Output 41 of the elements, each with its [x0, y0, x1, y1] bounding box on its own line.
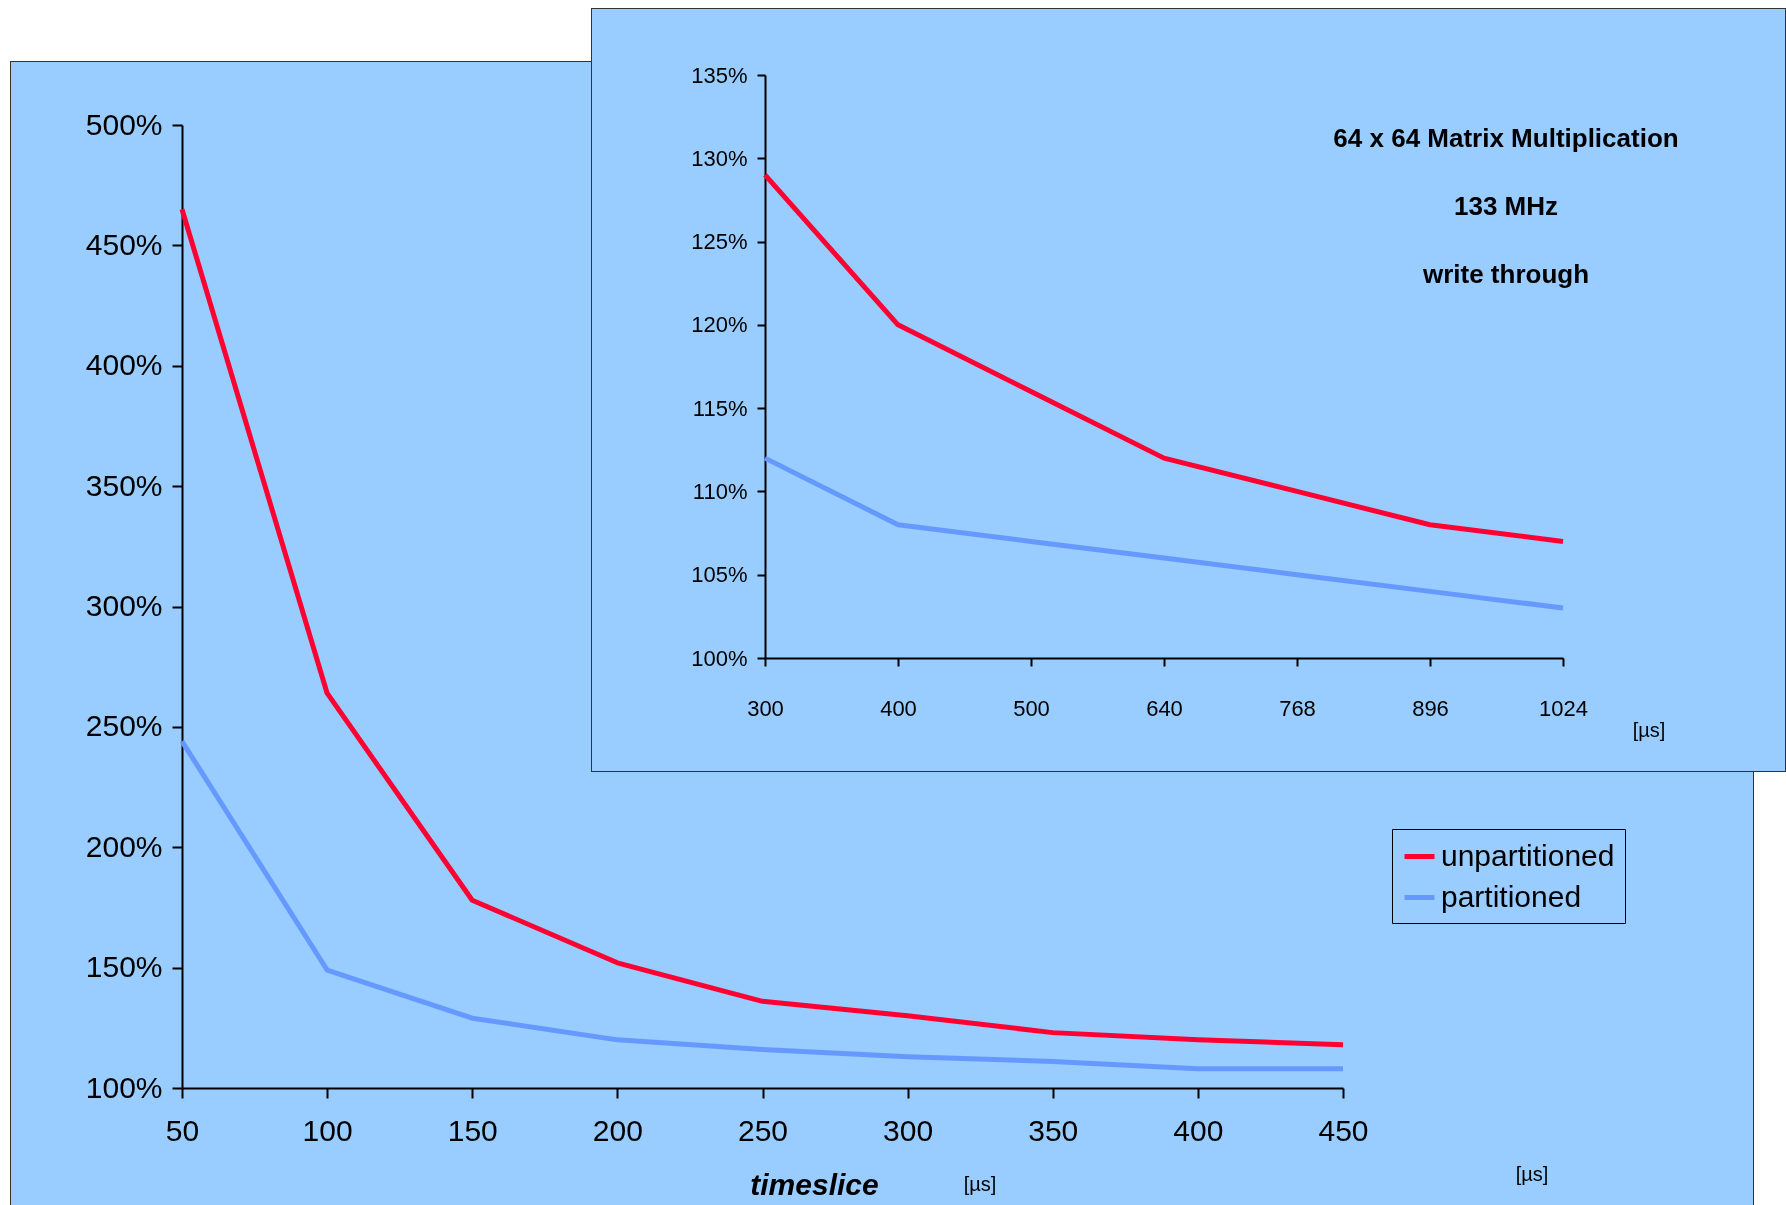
y-tick-label: 500%	[85, 107, 163, 141]
y-tick-label: 400%	[85, 348, 163, 382]
x-tick-label: 450	[1318, 1113, 1369, 1147]
x-tick-label: 150	[447, 1113, 498, 1147]
x-tick-label: 200	[592, 1113, 643, 1147]
text: 133 MHz write through	[1422, 191, 1590, 289]
y-tick-label: 110%	[692, 478, 748, 504]
x-tick-label: 896	[1412, 695, 1449, 721]
x-tick-label: 500	[1013, 695, 1050, 721]
y-tick-label: 150%	[85, 950, 163, 984]
y-tick-label: 350%	[85, 468, 163, 502]
y-tick-label: 105%	[691, 562, 748, 588]
text: [µs]	[963, 1173, 997, 1195]
x-axis-title: timeslice	[750, 1167, 879, 1201]
x-tick-label: 50	[165, 1113, 200, 1147]
y-tick-label: 450%	[85, 227, 163, 261]
legend-label: partitioned	[1441, 879, 1582, 913]
y-tick-label: 250%	[85, 709, 163, 743]
x-tick-label: 300	[883, 1113, 934, 1147]
x-tick-label: 300	[747, 695, 784, 721]
x-tick-label: 1024	[1539, 695, 1588, 721]
x-tick-label: 640	[1146, 695, 1183, 721]
text: [µs]	[1515, 1163, 1549, 1185]
x-tick-label: 768	[1279, 695, 1316, 721]
y-tick-label: 115%	[692, 395, 748, 421]
y-tick-label: 100%	[691, 645, 748, 671]
y-tick-label: 130%	[691, 145, 748, 171]
y-tick-label: 300%	[85, 589, 163, 622]
x-tick-label: 400	[1173, 1113, 1224, 1147]
x-tick-label: 400	[880, 695, 917, 721]
x-tick-label: 250	[737, 1113, 789, 1147]
x-tick-label: 350	[1028, 1113, 1079, 1147]
legend-label: unpartitioned	[1441, 838, 1615, 872]
y-tick-label: 120%	[691, 312, 748, 338]
text: [µs]	[1632, 719, 1666, 741]
y-tick-label: 125%	[691, 229, 748, 255]
y-tick-label: 200%	[85, 829, 163, 863]
y-tick-label: 100%	[85, 1070, 163, 1104]
text: 64 x 64 Matrix Multiplication	[1333, 123, 1679, 153]
y-tick-label: 135%	[691, 62, 748, 88]
x-tick-label: 100	[302, 1113, 353, 1147]
